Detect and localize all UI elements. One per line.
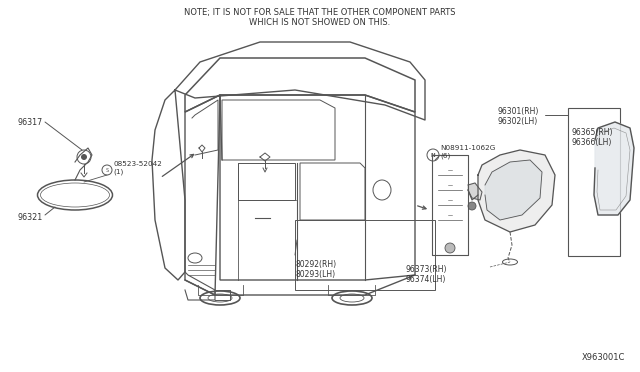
Text: 96301(RH)
96302(LH): 96301(RH) 96302(LH)	[497, 107, 538, 126]
Text: 96321: 96321	[18, 213, 44, 222]
Text: S: S	[106, 167, 109, 173]
Text: 08523-52042
(1): 08523-52042 (1)	[113, 161, 162, 175]
Polygon shape	[485, 160, 542, 220]
Text: N08911-1062G
(6): N08911-1062G (6)	[440, 145, 495, 158]
Polygon shape	[468, 183, 482, 200]
Text: X963001C: X963001C	[582, 353, 625, 362]
Text: 80292(RH)
80293(LH): 80292(RH) 80293(LH)	[295, 260, 336, 279]
Circle shape	[445, 243, 455, 253]
Text: N: N	[431, 153, 435, 157]
Polygon shape	[478, 150, 555, 232]
Circle shape	[468, 202, 476, 210]
Text: 96317: 96317	[18, 118, 44, 127]
Circle shape	[81, 154, 87, 160]
Text: 96373(RH)
96374(LH): 96373(RH) 96374(LH)	[405, 265, 447, 285]
Text: NOTE; IT IS NOT FOR SALE THAT THE OTHER COMPONENT PARTS: NOTE; IT IS NOT FOR SALE THAT THE OTHER …	[184, 8, 456, 17]
Polygon shape	[594, 122, 634, 215]
Text: WHICH IS NOT SHOWED ON THIS.: WHICH IS NOT SHOWED ON THIS.	[250, 18, 390, 27]
Text: 96365(RH)
96366(LH): 96365(RH) 96366(LH)	[572, 128, 614, 147]
